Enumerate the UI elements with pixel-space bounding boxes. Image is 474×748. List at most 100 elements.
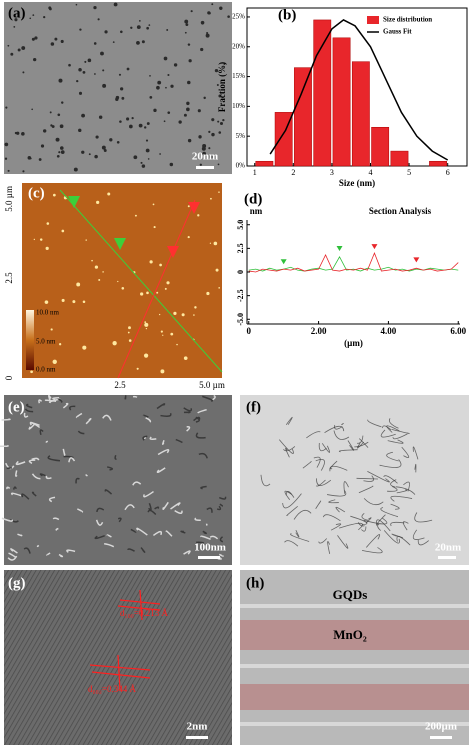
- sheet: [358, 485, 374, 494]
- sheet: [333, 430, 350, 440]
- speckle: [218, 287, 220, 289]
- speckle: [144, 322, 149, 327]
- flake: [68, 457, 76, 463]
- dot: [173, 63, 178, 67]
- flake: [147, 509, 157, 516]
- dot: [109, 138, 113, 142]
- dot: [17, 48, 21, 52]
- flake: [28, 422, 36, 430]
- flake: [132, 395, 138, 398]
- dot: [104, 30, 108, 34]
- dot: [102, 83, 107, 88]
- sheet: [386, 451, 399, 462]
- dot: [29, 17, 32, 20]
- sheet: [286, 506, 298, 517]
- speckle: [143, 353, 149, 358]
- y-axis-label: Fraction (%): [217, 62, 227, 112]
- flake: [38, 399, 43, 404]
- dot: [126, 117, 130, 121]
- scale-bar-label: 200µm: [425, 721, 457, 733]
- flake: [200, 485, 207, 490]
- dot: [188, 59, 192, 63]
- flake: [58, 553, 64, 558]
- sheet: [285, 416, 293, 425]
- flake: [95, 519, 104, 526]
- speckle: [187, 205, 190, 208]
- speckle: [121, 286, 125, 290]
- dot: [141, 164, 146, 168]
- speckle: [82, 345, 87, 350]
- flake: [45, 475, 52, 480]
- dot: [94, 154, 98, 159]
- sheet: [302, 460, 312, 469]
- dot: [54, 37, 58, 41]
- sheet: [401, 446, 410, 458]
- speckle: [45, 246, 49, 250]
- sheet: [391, 428, 410, 434]
- dot: [141, 40, 145, 44]
- dot: [27, 156, 32, 160]
- dot: [116, 140, 120, 144]
- sheet: [414, 464, 417, 473]
- speckle: [152, 203, 155, 206]
- sheet: [359, 438, 369, 448]
- sem-cross-section: [240, 570, 469, 745]
- dot: [93, 5, 97, 10]
- flake: [202, 530, 207, 535]
- legend-swatch: [367, 16, 379, 24]
- flake: [124, 395, 127, 400]
- dot: [153, 108, 157, 112]
- dot: [78, 128, 82, 133]
- dot: [128, 124, 133, 129]
- sheet: [387, 486, 398, 492]
- speckle: [181, 313, 185, 317]
- dot: [163, 120, 166, 123]
- flake: [132, 481, 142, 486]
- flake: [52, 396, 60, 401]
- dot: [58, 151, 61, 154]
- dot: [140, 161, 143, 164]
- dot: [87, 58, 92, 63]
- dot: [148, 24, 151, 26]
- dot: [68, 63, 71, 67]
- speckle: [33, 238, 35, 241]
- panel-label: (e): [8, 399, 25, 415]
- layer-stripe: [240, 722, 469, 726]
- dot: [81, 113, 85, 118]
- sheet: [412, 529, 425, 540]
- flake: [198, 452, 208, 459]
- dot: [211, 3, 214, 6]
- dot: [214, 68, 219, 73]
- dot: [40, 144, 45, 148]
- profile-line: [248, 256, 459, 272]
- y-tick-label: 0: [236, 270, 245, 274]
- flake: [96, 507, 105, 513]
- dot: [4, 157, 8, 160]
- sheet: [365, 517, 372, 524]
- flake: [180, 530, 186, 534]
- y-tick-label: 0%: [236, 162, 246, 170]
- dot: [103, 149, 107, 152]
- bar: [351, 61, 370, 167]
- dot: [185, 23, 189, 27]
- dot: [61, 101, 64, 104]
- speckle: [156, 291, 159, 294]
- y-tick-label: 5.0: [236, 220, 245, 230]
- speckle: [210, 197, 212, 200]
- flake: [102, 414, 112, 421]
- flake: [170, 502, 181, 510]
- mno2-layer: [240, 620, 469, 650]
- flake: [143, 490, 154, 498]
- sheet: [382, 425, 392, 431]
- dot: [165, 86, 167, 89]
- colorbar-label: 5.0 nm: [36, 338, 56, 346]
- dot: [14, 18, 18, 22]
- section-line-green: [59, 189, 223, 373]
- dot: [187, 80, 191, 85]
- flake: [194, 517, 201, 522]
- dot: [101, 145, 106, 150]
- fit-curve: [269, 19, 449, 161]
- sheet: [391, 533, 404, 539]
- sheet: [337, 535, 349, 549]
- dot: [187, 138, 192, 143]
